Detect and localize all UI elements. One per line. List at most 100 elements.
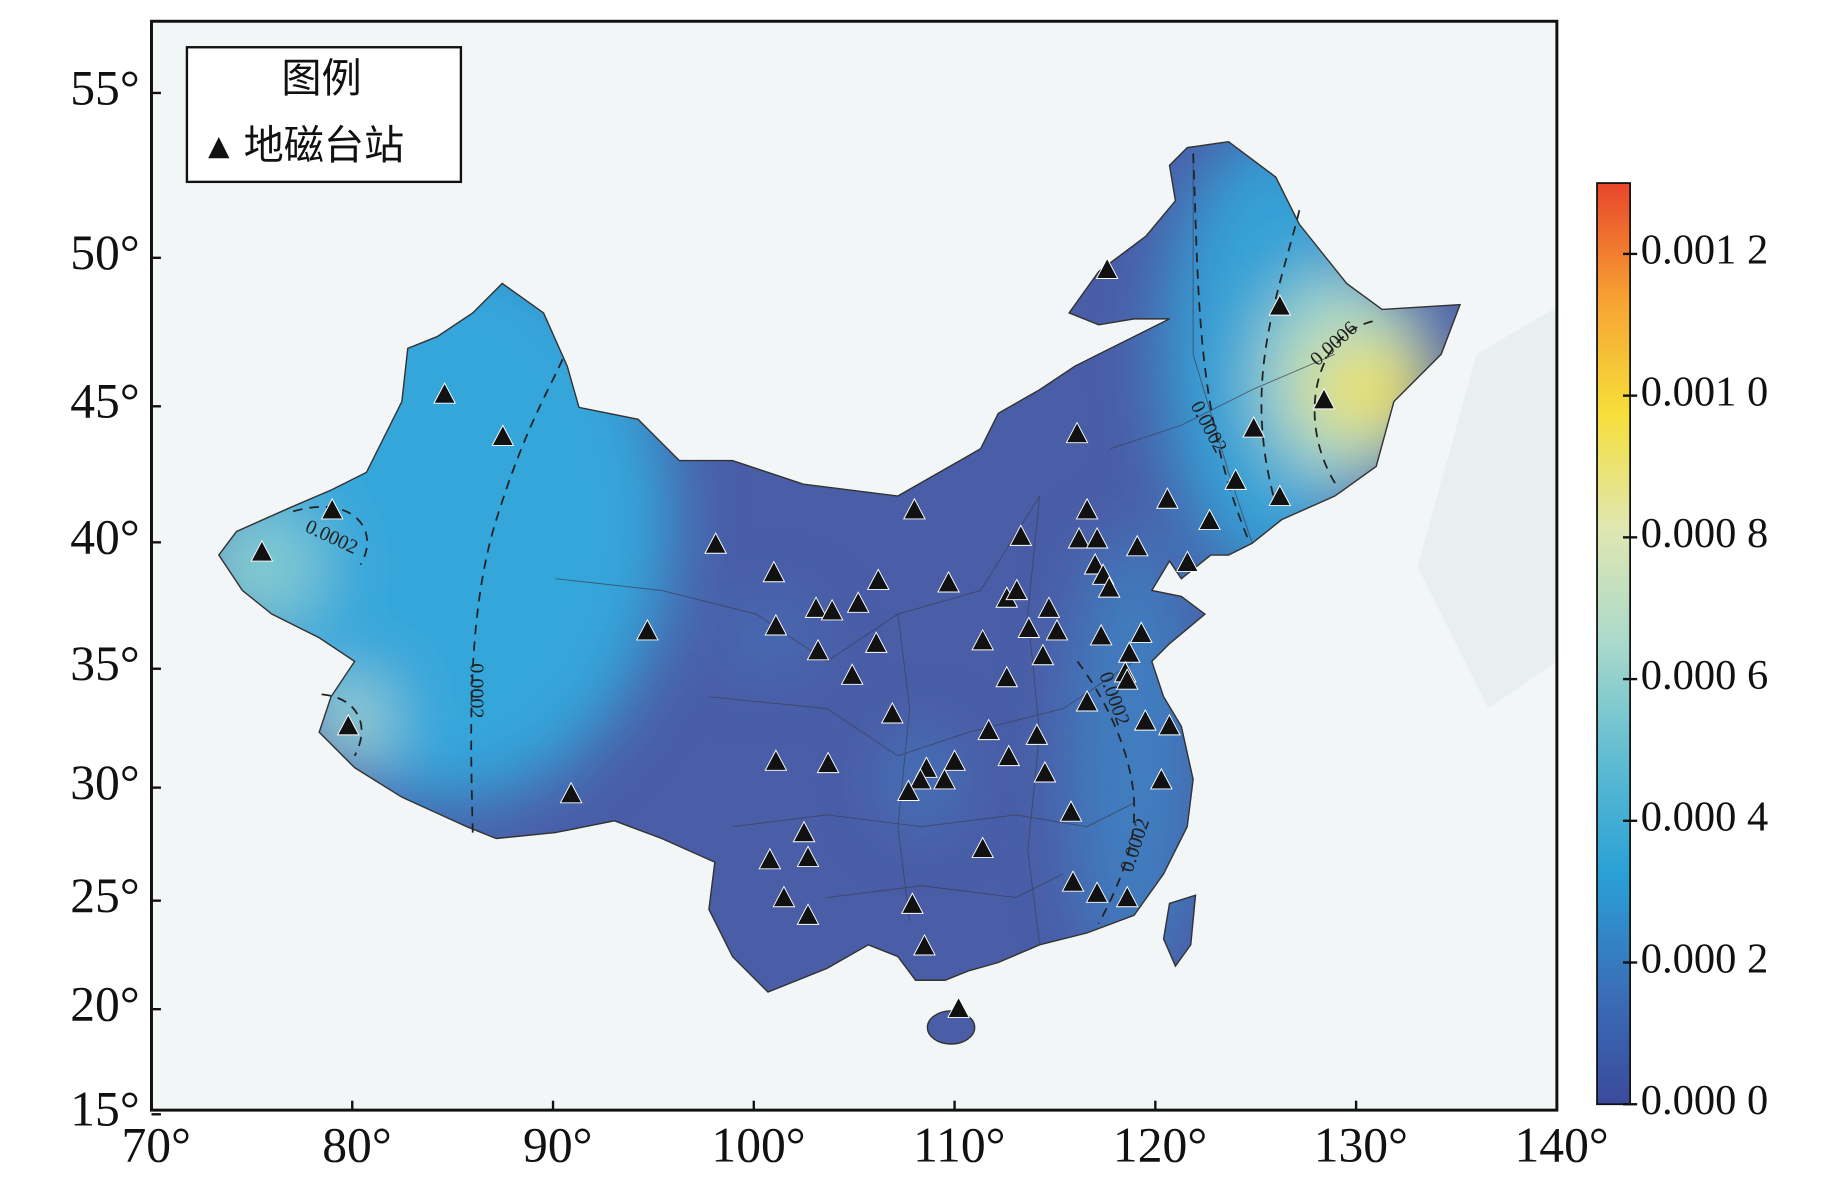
legend-box bbox=[185, 46, 463, 184]
colorbar-tick-label: 0.000 8 bbox=[1641, 510, 1769, 557]
station-marker bbox=[937, 570, 960, 593]
station-marker bbox=[1009, 524, 1033, 546]
station-marker bbox=[792, 820, 816, 843]
station-marker bbox=[909, 767, 932, 790]
legend-marker bbox=[208, 136, 230, 159]
station-marker bbox=[762, 560, 786, 583]
station-marker bbox=[764, 613, 788, 636]
station-marker bbox=[1067, 526, 1091, 549]
station-marker bbox=[491, 424, 515, 446]
station-marker bbox=[704, 532, 728, 554]
station-marker bbox=[1115, 668, 1139, 690]
station-marker bbox=[433, 382, 457, 404]
station-marker bbox=[1149, 767, 1173, 790]
station-marker bbox=[933, 767, 956, 790]
y-tick-label: 45° bbox=[70, 374, 139, 429]
colorbar-tick-label: 0.001 2 bbox=[1641, 227, 1769, 274]
station-marker bbox=[1125, 534, 1149, 557]
station-marker bbox=[1268, 294, 1292, 316]
station-marker bbox=[1129, 621, 1153, 643]
station-marker bbox=[896, 779, 920, 801]
station-marker bbox=[1075, 689, 1099, 712]
colorbar bbox=[1596, 182, 1631, 1106]
x-tick-label: 120° bbox=[1113, 1118, 1207, 1173]
station-marker bbox=[866, 568, 890, 590]
station-marker bbox=[1025, 723, 1049, 745]
station-marker bbox=[977, 718, 1001, 741]
station-marker bbox=[1005, 578, 1029, 601]
station-marker bbox=[1268, 484, 1292, 507]
station-marker bbox=[1061, 870, 1085, 892]
legend-label: 地磁台站 bbox=[244, 123, 405, 168]
y-tick-label: 50° bbox=[70, 225, 139, 280]
y-tick-label: 20° bbox=[70, 977, 139, 1032]
station-marker bbox=[336, 713, 360, 736]
station-marker bbox=[1155, 487, 1179, 509]
y-tick-label: 35° bbox=[70, 636, 139, 691]
station-marker bbox=[943, 749, 966, 771]
station-marker bbox=[1017, 616, 1041, 638]
station-marker bbox=[1117, 641, 1141, 663]
station-marker bbox=[840, 663, 864, 685]
station-marker bbox=[772, 885, 796, 908]
station-marker bbox=[796, 903, 820, 925]
station-marker bbox=[764, 749, 788, 771]
station-marker bbox=[903, 497, 926, 520]
station-marker bbox=[971, 628, 995, 651]
station-marker bbox=[1033, 760, 1057, 783]
station-marker bbox=[1031, 643, 1055, 666]
station-marker bbox=[796, 845, 820, 868]
x-tick-label: 110° bbox=[913, 1118, 1005, 1173]
colorbar-tick-label: 0.000 4 bbox=[1641, 794, 1769, 841]
station-marker bbox=[1065, 421, 1089, 444]
legend-title: 图例 bbox=[281, 56, 361, 101]
station-marker bbox=[900, 892, 924, 914]
colorbar-tick-label: 0.000 2 bbox=[1641, 935, 1769, 982]
x-tick-label: 70° bbox=[121, 1118, 190, 1173]
y-tick-label: 15° bbox=[70, 1082, 139, 1137]
station-marker bbox=[1176, 550, 1199, 572]
y-tick-label: 30° bbox=[70, 755, 139, 810]
station-marker bbox=[1085, 526, 1109, 549]
station-marker bbox=[635, 618, 659, 641]
station-marker bbox=[1097, 576, 1121, 598]
station-marker bbox=[971, 836, 995, 859]
station-marker bbox=[1045, 618, 1069, 641]
station-marker bbox=[320, 497, 344, 520]
station-marker bbox=[1115, 885, 1139, 908]
station-marker bbox=[806, 638, 830, 661]
station-marker bbox=[1085, 881, 1109, 903]
station-marker bbox=[997, 744, 1021, 767]
colorbar-tick-label: 0.001 0 bbox=[1641, 368, 1769, 415]
station-marker bbox=[1133, 709, 1157, 731]
y-tick-label: 40° bbox=[70, 510, 139, 565]
station-marker bbox=[1312, 387, 1336, 410]
station-marker bbox=[1157, 713, 1181, 736]
station-marker bbox=[1075, 497, 1099, 520]
station-marker bbox=[880, 701, 904, 724]
x-tick-label: 80° bbox=[322, 1118, 391, 1173]
station-marker bbox=[804, 596, 828, 618]
station-marker bbox=[559, 781, 583, 804]
colorbar-tick-label: 0.000 6 bbox=[1641, 652, 1769, 699]
station-marker bbox=[864, 631, 888, 653]
x-tick-label: 140° bbox=[1514, 1118, 1608, 1173]
contour-lines bbox=[292, 153, 1373, 924]
plot-frame bbox=[150, 19, 1559, 1112]
station-marker bbox=[846, 591, 870, 613]
station-marker bbox=[995, 665, 1019, 688]
station-marker bbox=[1224, 468, 1248, 490]
y-tick-label: 55° bbox=[70, 60, 139, 115]
station-marker bbox=[947, 996, 970, 1018]
legend: 图例 地磁台站 bbox=[185, 46, 463, 184]
station-marker bbox=[1095, 257, 1119, 279]
colorbar-tick-label: 0.000 0 bbox=[1641, 1077, 1769, 1124]
station-marker bbox=[820, 598, 844, 621]
station-marker bbox=[250, 539, 274, 562]
y-tick-label: 25° bbox=[70, 868, 139, 923]
x-tick-label: 90° bbox=[523, 1118, 592, 1173]
station-marker bbox=[758, 847, 782, 870]
station-marker bbox=[1242, 415, 1266, 438]
